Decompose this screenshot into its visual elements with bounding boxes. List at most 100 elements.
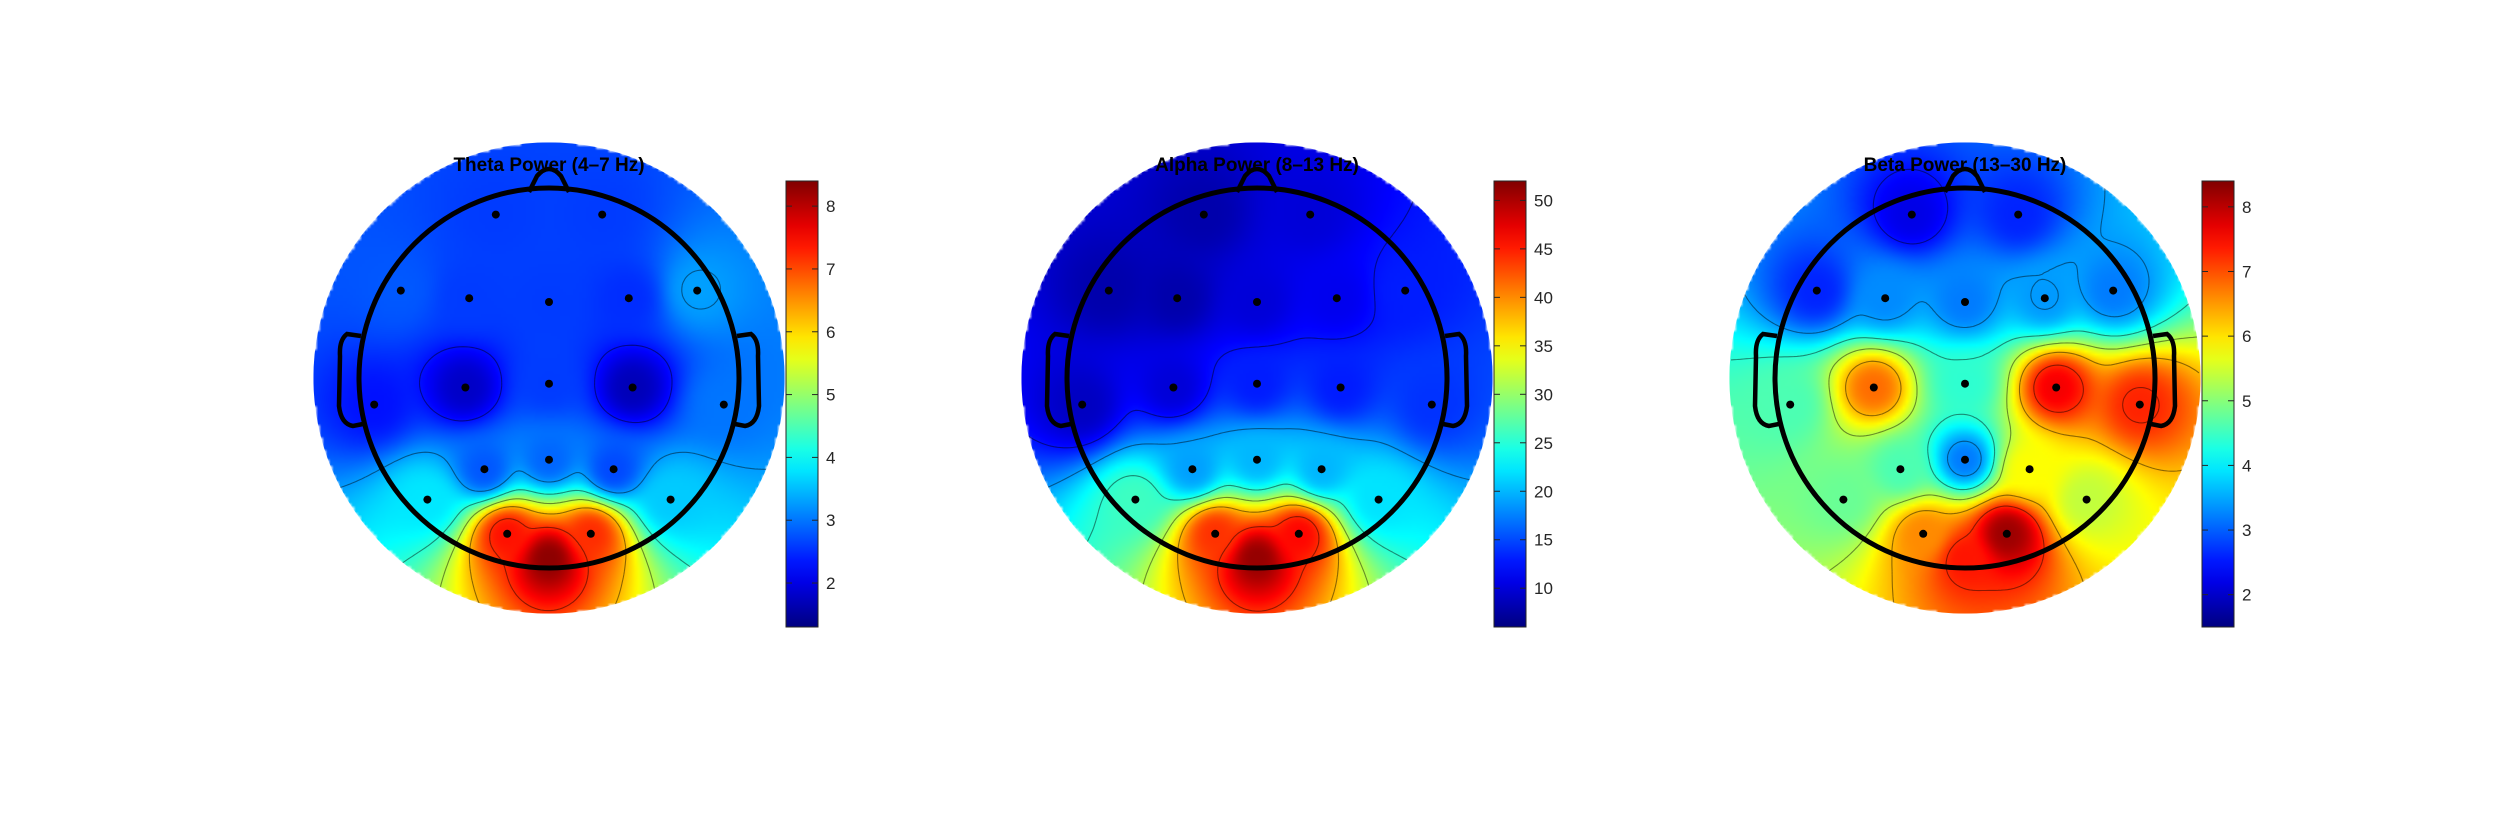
electrode-dot xyxy=(545,298,553,306)
electrode-dot xyxy=(1907,210,1916,219)
colorbar-tick-label: 3 xyxy=(2242,521,2251,540)
colorbar-tick-label: 10 xyxy=(1534,579,1553,598)
power-map xyxy=(1021,142,1493,614)
electrode-dot xyxy=(624,294,633,303)
left-ear-outline xyxy=(1044,331,1072,429)
colorbar: 10 15 20 25 30 35 40 45 50 xyxy=(1493,180,1553,628)
electrode-dot xyxy=(480,465,489,474)
colorbar-tick-label: 3 xyxy=(826,511,835,530)
colorbar-tick-label: 45 xyxy=(1534,240,1553,259)
electrode-dot xyxy=(1253,379,1261,388)
electrode-dot xyxy=(1332,294,1341,303)
electrode-dot xyxy=(545,379,553,388)
panel-title: Alpha Power (8–13 Hz) xyxy=(1155,155,1359,176)
colorbar-gradient xyxy=(1493,180,1527,628)
colorbar-tick-label: 15 xyxy=(1534,531,1553,550)
electrode-dot xyxy=(1839,495,1848,504)
electrode-dot xyxy=(2025,465,2034,474)
electrode-dot xyxy=(1104,286,1113,295)
electrode-dot xyxy=(1173,294,1182,303)
nose-outline xyxy=(526,166,572,194)
electrode-dot xyxy=(1401,286,1410,295)
electrode-dot xyxy=(396,286,405,295)
electrode-dot xyxy=(1199,210,1208,219)
power-map xyxy=(1729,142,2201,614)
colorbar-tick-label: 4 xyxy=(2242,456,2251,475)
electrode-dot xyxy=(719,400,728,409)
colorbar-tick-label: 7 xyxy=(2242,262,2251,281)
electrode-dot xyxy=(1253,455,1261,464)
topoplot-panel-3: Beta Power (13–30 Hz) 2 3 4 5 6 7 8 xyxy=(1729,142,2251,628)
electrode-dot xyxy=(1306,210,1315,219)
electrode-dot xyxy=(1896,465,1905,474)
electrode-dot xyxy=(1786,400,1795,409)
electrode-dot xyxy=(2082,495,2091,504)
electrode-dot xyxy=(2109,286,2118,295)
electrode-dot xyxy=(1317,465,1326,474)
left-ear-outline xyxy=(1752,331,1780,429)
electrode-dot xyxy=(2002,529,2011,538)
nose-outline xyxy=(1234,166,1280,194)
left-ear-outline xyxy=(336,331,364,429)
electrode-dot xyxy=(609,465,618,474)
right-ear-outline xyxy=(2150,331,2178,429)
colorbar-gradient xyxy=(785,180,819,628)
electrode-dot xyxy=(1919,529,1928,538)
topoplot-panel-1: Theta Power (4–7 Hz) 2 3 4 5 6 7 8 xyxy=(313,142,835,628)
right-ear-outline xyxy=(1442,331,1470,429)
colorbar-tick-label: 5 xyxy=(826,386,835,405)
colorbar-tick-label: 4 xyxy=(826,448,835,467)
colorbar-tick-label: 6 xyxy=(2242,327,2251,346)
electrode-dot xyxy=(1961,455,1969,464)
contour-lines xyxy=(314,269,784,613)
nose-outline xyxy=(1942,166,1988,194)
electrode-dot xyxy=(598,210,607,219)
electrode-dot xyxy=(1078,400,1087,409)
colorbar-tick-label: 2 xyxy=(2242,586,2251,605)
power-map xyxy=(313,142,785,614)
right-ear-outline xyxy=(734,331,762,429)
electrode-dot xyxy=(370,400,379,409)
colorbar-tick-label: 35 xyxy=(1534,337,1553,356)
electrode-dot xyxy=(491,210,500,219)
colorbar-gradient xyxy=(2201,180,2235,628)
electrode-dot xyxy=(1869,383,1878,392)
electrode-dot xyxy=(2040,294,2049,303)
electrode-dot xyxy=(1374,495,1383,504)
electrode-dot xyxy=(586,529,595,538)
colorbar-tick-label: 8 xyxy=(826,197,835,216)
electrode-dot xyxy=(461,383,470,392)
head-outline xyxy=(1772,185,2158,571)
colorbar-tick-label: 8 xyxy=(2242,198,2251,217)
topoplot-panel-2: Alpha Power (8–13 Hz) 10 15 20 25 30 35 40 45 50 xyxy=(1021,142,1553,628)
electrode-dot xyxy=(1961,298,1969,306)
electrode-dot xyxy=(1211,529,1220,538)
colorbar-tick-label: 2 xyxy=(826,574,835,593)
electrode-dot xyxy=(628,383,637,392)
electrode-dot xyxy=(503,529,512,538)
colorbar-tick-label: 6 xyxy=(826,323,835,342)
electrode-dot xyxy=(1336,383,1345,392)
electrode-dot xyxy=(1188,465,1197,474)
electrode-dot xyxy=(1253,298,1261,306)
electrode-dot xyxy=(545,455,553,464)
electrode-dot xyxy=(666,495,675,504)
head-outline xyxy=(1064,185,1450,571)
electrode-dot xyxy=(1131,495,1140,504)
electrode-dot xyxy=(1294,529,1303,538)
colorbar-tick-label: 50 xyxy=(1534,191,1553,210)
electrode-dot xyxy=(1881,294,1890,303)
electrode-dot xyxy=(1169,383,1178,392)
panel-title: Theta Power (4–7 Hz) xyxy=(453,155,644,176)
colorbar-tick-label: 25 xyxy=(1534,434,1553,453)
colorbar-tick-label: 5 xyxy=(2242,392,2251,411)
panel-title: Beta Power (13–30 Hz) xyxy=(1864,155,2067,176)
electrode-dot xyxy=(1812,286,1821,295)
colorbar-tick-label: 7 xyxy=(826,260,835,279)
colorbar: 2 3 4 5 6 7 8 xyxy=(2201,180,2251,628)
electrode-dot xyxy=(423,495,432,504)
electrode-dot xyxy=(1427,400,1436,409)
electrode-dot xyxy=(2052,383,2061,392)
